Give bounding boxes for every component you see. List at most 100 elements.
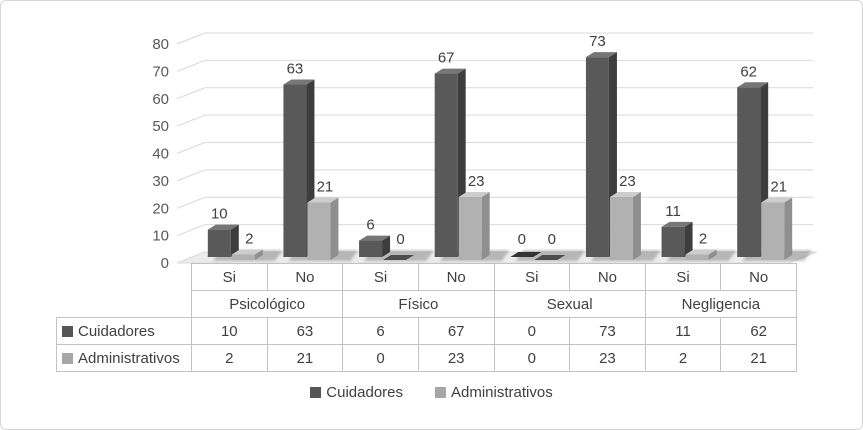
table-value-cell: 0 [342, 344, 419, 372]
table-value-cell: 10 [191, 317, 268, 345]
legend-label-administrativos: Administrativos [451, 383, 553, 401]
x-tick-label: Si [493, 263, 571, 291]
x-tick-label: Si [644, 263, 722, 291]
table-value-cell: 21 [266, 344, 344, 372]
y-tick-label: 60 [152, 91, 169, 108]
gridline [176, 59, 813, 72]
table-value-cell: 23 [569, 344, 646, 372]
table-value-cell: 23 [417, 344, 495, 372]
category-label: Sexual [493, 290, 646, 318]
bar-top-face [458, 192, 490, 198]
table-value-cell: 6 [342, 317, 419, 345]
gridline [176, 169, 813, 182]
table-value-cell: 2 [191, 344, 268, 372]
bar-cuidadores [661, 226, 685, 257]
bar-side-face [684, 221, 693, 257]
legend-swatch-administrativos-icon [435, 386, 446, 398]
category-row: Psicológico Físico Sexual Negligencia [57, 290, 798, 318]
bar-cuidadores [207, 229, 231, 257]
legend-item-cuidadores: Cuidadores [310, 384, 403, 401]
bar-value-label: 0 [518, 231, 526, 248]
bar-cuidadores [585, 57, 609, 257]
bar-top-face [307, 197, 339, 203]
series-swatch-icon [62, 325, 73, 337]
bar-cuidadores [359, 240, 383, 257]
gridline [176, 196, 813, 209]
table-value-cell: 11 [644, 317, 722, 345]
bar-value-label: 62 [740, 63, 757, 80]
bar-cuidadores [434, 73, 458, 258]
y-tick-label: 20 [152, 200, 169, 217]
category-label: Físico [342, 290, 495, 318]
bar-value-label: 23 [468, 173, 485, 190]
bar-cuidadores-zero [510, 252, 542, 257]
table-value-cell: 2 [644, 344, 722, 372]
bar-value-label: 2 [245, 231, 253, 248]
chart-data-table: Si No Si No Si No Si No Psicológico Físico Sexual N… [56, 263, 798, 372]
y-tick-label: 10 [152, 228, 169, 245]
gridline [176, 142, 813, 154]
bar-side-face [330, 197, 339, 260]
table-row: Administrativos 2 21 0 23 0 23 2 21 [56, 344, 797, 372]
bar-value-label: 6 [366, 217, 374, 234]
x-tick-label: Si [191, 263, 268, 291]
bar-administrativos-zero [383, 255, 415, 260]
bar-top-face [737, 82, 769, 88]
bar-administrativos [231, 254, 255, 260]
bar-administrativos [307, 202, 331, 260]
x-tick-label: No [266, 263, 344, 291]
table-value-cell: 0 [493, 317, 571, 345]
gridline [176, 87, 813, 100]
bar-administrativos [458, 197, 482, 260]
legend-item-administrativos: Administrativos [435, 384, 553, 401]
x-tick-label: Si [342, 263, 419, 291]
bar-cuidadores [283, 84, 307, 257]
y-tick-label: 40 [152, 146, 169, 163]
table-row: Cuidadores 10 63 6 67 0 73 11 62 [56, 317, 797, 345]
bar-value-label: 21 [317, 179, 334, 196]
bar-value-label: 73 [589, 33, 606, 50]
bar-value-label: 11 [665, 203, 681, 220]
y-tick-label: 30 [152, 173, 169, 190]
bar-side-face [382, 235, 391, 257]
bar-top-face [585, 52, 617, 58]
category-label: Negligencia [644, 290, 798, 318]
bar-cuidadores [737, 87, 761, 258]
bar-top-face [609, 192, 641, 198]
bar-top-face [661, 221, 693, 227]
bar-side-face [230, 224, 239, 257]
bar-top-face [685, 249, 717, 255]
x-tick-label: No [417, 263, 495, 291]
table-corner-blank [57, 264, 192, 291]
table-value-cell: 67 [417, 317, 495, 345]
bar-administrativos [609, 197, 633, 260]
table-value-cell: 63 [266, 317, 344, 345]
bar-value-label: 67 [438, 50, 455, 67]
bar-side-face [632, 192, 641, 260]
bar-top-face [359, 235, 391, 241]
bar-top-face [761, 197, 793, 203]
table-value-cell: 0 [493, 344, 571, 372]
bar-value-label: 23 [619, 173, 636, 190]
bar-top-face [207, 224, 239, 230]
bar-value-label: 21 [770, 179, 787, 196]
table-value-cell: 21 [720, 344, 797, 372]
table-value-cell: 73 [569, 317, 646, 345]
bar-side-face [784, 197, 793, 260]
bar-side-face [708, 249, 717, 260]
legend-label-cuidadores: Cuidadores [326, 383, 403, 401]
bar-value-label: 10 [211, 206, 228, 223]
series-row-header: Cuidadores [56, 317, 192, 345]
bar-administrativos-zero [534, 255, 566, 260]
chart-legend: Cuidadores Administrativos [1, 381, 862, 403]
bar-top-face [434, 68, 466, 74]
y-tick-label: 70 [152, 63, 169, 80]
bar-top-face [283, 79, 315, 85]
x-tick-label: No [569, 263, 646, 291]
y-tick-label: 80 [152, 36, 169, 53]
bar-side-face [481, 192, 490, 260]
y-tick-label: 50 [152, 118, 169, 135]
bar-value-label: 0 [548, 231, 556, 248]
